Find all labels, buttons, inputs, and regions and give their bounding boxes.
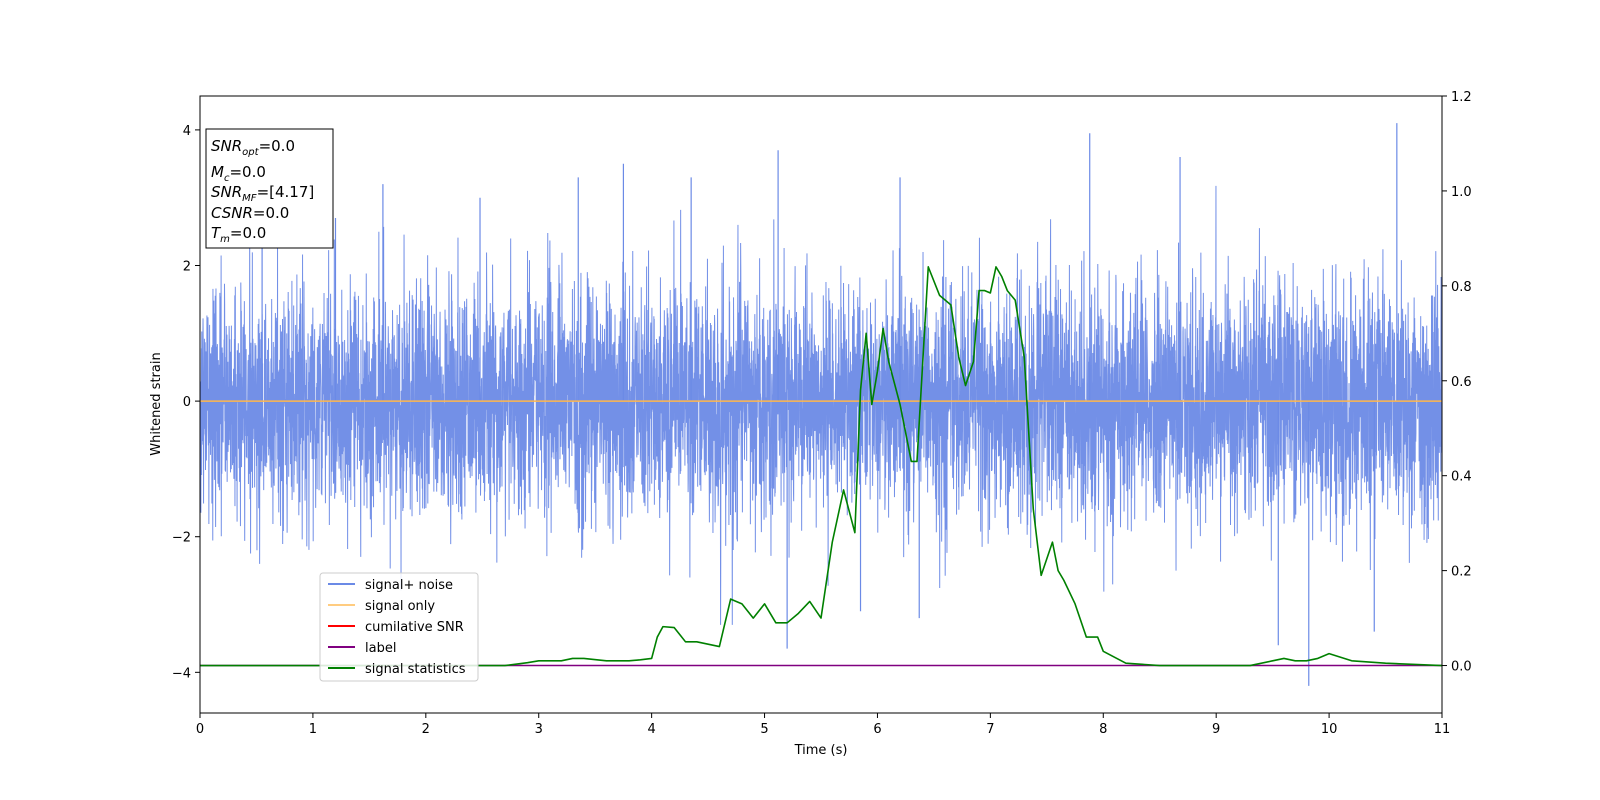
y-tick-label-3: 2 <box>183 260 191 275</box>
y-tick-label-0: −4 <box>172 666 191 681</box>
y-tick-label-1: −2 <box>172 531 191 546</box>
annotation-tm-value: =0.0 <box>230 224 266 242</box>
annotation-tm: Tm=0.0 <box>211 224 266 245</box>
x-tick-label-3: 3 <box>535 722 543 737</box>
x-tick-label-1: 1 <box>309 722 317 737</box>
annotation-mc: Mc=0.0 <box>211 163 266 184</box>
annotation-frame <box>205 128 334 249</box>
legend-label-label: label <box>365 641 396 656</box>
y2-tick-label-4: 0.8 <box>1451 280 1472 295</box>
x-tick-label-5: 5 <box>760 722 768 737</box>
x-tick-label-11: 11 <box>1434 722 1451 737</box>
legend: signal+ noise signal only cumilative SNR… <box>319 572 479 682</box>
annotation-snr-mf-sub: MF <box>242 193 257 204</box>
legend-label-signal-only: signal only <box>365 599 435 614</box>
annotation-mc-base: M <box>211 163 224 181</box>
annotation-csnr: CSNR=0.0 <box>211 204 289 222</box>
x-tick-label-4: 4 <box>647 722 655 737</box>
x-tick-label-0: 0 <box>196 722 204 737</box>
y2-tick-label-3: 0.6 <box>1451 375 1472 390</box>
annotation-snr-mf-base: SNR <box>211 183 242 201</box>
axes: 0 1 2 3 4 5 6 7 8 9 10 11 −4 −2 0 2 4 0.0 0.2 0.4 0.6 0.8 1.0 1… <box>172 90 1472 737</box>
y2-tick-label-2: 0.4 <box>1451 470 1472 485</box>
annotation-mc-sub: c <box>224 173 230 184</box>
annotation-box: SNRopt=0.0 Mc=0.0 SNRMF=[4.17] CSNR=0.0 … <box>205 128 334 249</box>
annotation-snr-opt-value: =0.0 <box>259 137 295 155</box>
y-axis-label: Whitened strain <box>149 352 164 455</box>
x-tick-label-9: 9 <box>1212 722 1220 737</box>
legend-frame <box>319 572 479 682</box>
x-tick-label-2: 2 <box>422 722 430 737</box>
annotation-csnr-base: CSNR <box>211 204 253 222</box>
series-signal-statistics <box>200 266 1443 667</box>
y-tick-label-4: 4 <box>183 124 191 139</box>
plot-frame <box>199 95 1443 714</box>
series-signal-noise <box>199 185 1443 625</box>
y2-tick-label-6: 1.2 <box>1451 90 1472 105</box>
y2-tick-label-0: 0.0 <box>1451 660 1472 675</box>
annotation-snr-opt-sub: opt <box>242 147 259 158</box>
annotation-snr-mf: SNRMF=[4.17] <box>211 183 314 204</box>
y2-tick-label-5: 1.0 <box>1451 185 1472 200</box>
x-tick-label-6: 6 <box>873 722 881 737</box>
x-tick-label-8: 8 <box>1099 722 1107 737</box>
x-axis-label: Time (s) <box>794 743 848 758</box>
annotation-snr-opt-base: SNR <box>211 137 242 155</box>
legend-label-signal-statistics: signal statistics <box>365 662 466 677</box>
annotation-snr-opt: SNRopt=0.0 <box>211 137 295 158</box>
annotation-mc-value: =0.0 <box>229 163 265 181</box>
x-tick-label-10: 10 <box>1321 722 1338 737</box>
annotation-snr-mf-value: =[4.17] <box>257 183 315 201</box>
y2-tick-label-1: 0.2 <box>1451 565 1472 580</box>
y-tick-label-2: 0 <box>183 395 191 410</box>
annotation-tm-sub: m <box>220 234 230 245</box>
legend-label-signal-noise: signal+ noise <box>365 578 453 593</box>
legend-label-cumilative-snr: cumilative SNR <box>365 620 464 635</box>
x-tick-label-7: 7 <box>986 722 994 737</box>
annotation-csnr-value: =0.0 <box>253 204 289 222</box>
annotation-tm-base: T <box>211 224 222 242</box>
